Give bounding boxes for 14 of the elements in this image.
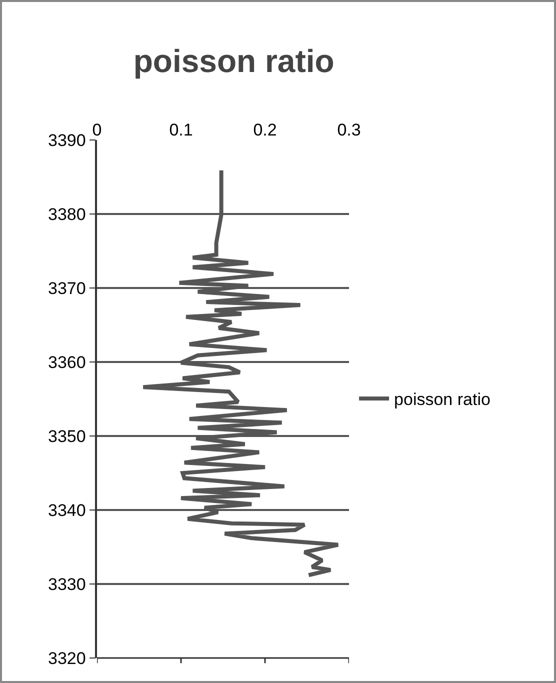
chart-title: poisson ratio [133, 42, 334, 79]
x-tick-label: 0.3 [337, 120, 361, 140]
legend-label: poisson ratio [394, 390, 490, 410]
x-tick-label: 0.2 [253, 120, 277, 140]
y-tick-label: 3380 [48, 204, 86, 224]
y-tick-label: 3320 [48, 648, 86, 668]
x-tick-label: 0 [92, 120, 102, 140]
y-tick-label: 3340 [48, 500, 86, 520]
y-tick-label: 3370 [48, 278, 86, 298]
y-tick-label: 3350 [48, 426, 86, 446]
y-tick-label: 3330 [48, 574, 86, 594]
x-tick-label: 0.1 [169, 120, 193, 140]
y-tick-label: 3390 [48, 130, 86, 150]
y-tick-label: 3360 [48, 352, 86, 372]
